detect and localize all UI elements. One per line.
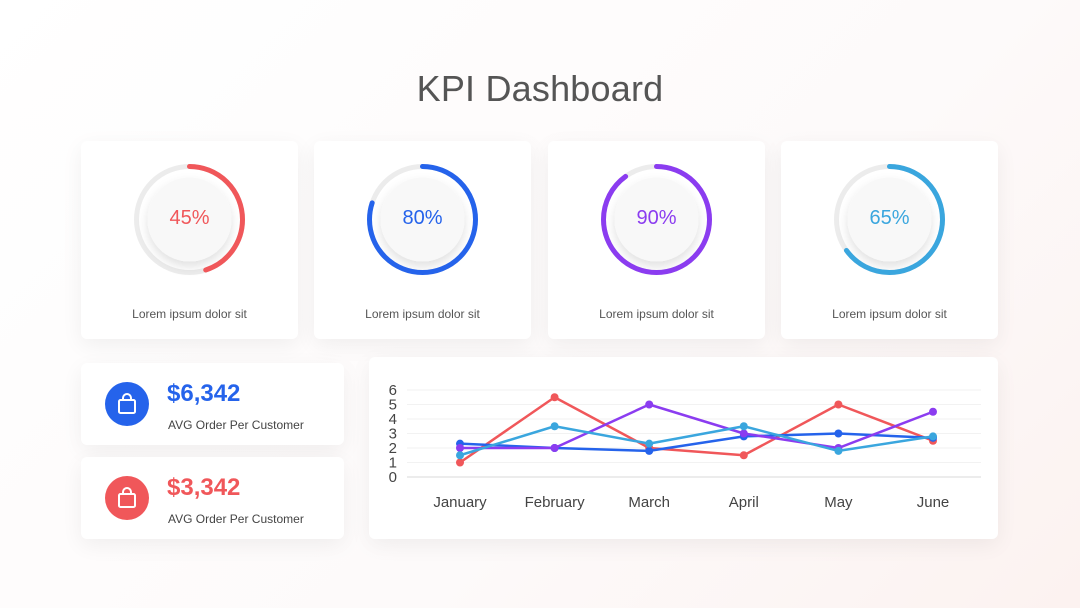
data-point [739,451,748,460]
order-card-2: $3,342 AVG Order Per Customer [81,457,344,539]
kpi-ring-progress [367,164,478,275]
series-line [459,396,934,464]
y-tick-label: 4 [389,411,397,428]
kpi-progress-ring [601,164,712,275]
x-tick-label: June [917,494,950,511]
data-point [456,458,464,467]
kpi-caption: Lorem ipsum dolor sit [599,307,714,321]
order-label: AVG Order Per Customer [168,418,304,432]
kpi-percent: 65% [869,207,910,229]
data-point [739,429,748,438]
kpi-progress-ring [367,164,478,275]
series-line [459,425,934,457]
order-badge [105,476,149,520]
kpi-card-1: 45% Lorem ipsum dolor sit [81,141,298,339]
kpi-ring-progress [834,164,945,275]
data-point [929,407,937,416]
kpi-caption: Lorem ipsum dolor sit [132,307,247,321]
data-point [456,444,464,452]
shopping-bag-icon [118,487,136,508]
y-tick-label: 1 [389,455,397,472]
x-tick-label: March [628,494,670,511]
data-point [550,393,559,402]
data-point [929,432,937,441]
x-tick-label: May [824,494,853,511]
data-point [834,446,843,455]
y-tick-label: 5 [389,397,397,414]
kpi-percent: 45% [169,207,210,229]
order-amount: $3,342 [167,474,241,501]
kpi-ring-center [614,177,699,262]
x-tick-label: February [525,494,586,511]
order-badge [105,382,149,426]
kpi-caption: Lorem ipsum dolor sit [365,307,480,321]
kpi-ring-center [847,177,932,262]
data-point [456,451,464,460]
y-tick-label: 2 [389,440,397,457]
data-point [550,422,559,431]
x-tick-label: April [729,494,759,511]
y-tick-label: 6 [389,382,397,399]
x-tick-label: January [433,494,487,511]
kpi-card-4: 65% Lorem ipsum dolor sit [781,141,998,339]
series-4 [456,422,937,460]
data-point [550,444,559,452]
kpi-ring-center [147,177,232,262]
data-point [645,439,654,448]
order-label: AVG Order Per Customer [168,512,304,526]
shopping-bag-icon [118,393,136,414]
kpi-ring-center [380,177,465,262]
kpi-progress-ring [834,164,945,275]
y-tick-label: 0 [389,469,397,486]
line-chart-card: 0 1 2 3 4 5 6 January February March April May June [369,357,998,539]
kpi-card-2: 80% Lorem ipsum dolor sit [314,141,531,339]
kpi-percent: 80% [402,207,443,229]
data-point [739,422,748,431]
order-card-1: $6,342 AVG Order Per Customer [81,363,344,445]
page-title: KPI Dashboard [416,68,664,109]
kpi-ring-progress [601,164,712,275]
y-tick-label: 3 [389,426,397,443]
kpi-ring-progress [134,164,245,275]
data-point [834,400,843,409]
data-point [645,446,654,455]
kpi-card-3: 90% Lorem ipsum dolor sit [548,141,765,339]
order-amount: $6,342 [167,380,241,407]
data-point [834,429,843,438]
series-line [460,403,934,450]
data-point [645,400,654,409]
kpi-progress-ring [134,164,245,275]
kpi-caption: Lorem ipsum dolor sit [832,307,947,321]
kpi-percent: 90% [636,207,677,229]
series-3 [456,400,937,452]
